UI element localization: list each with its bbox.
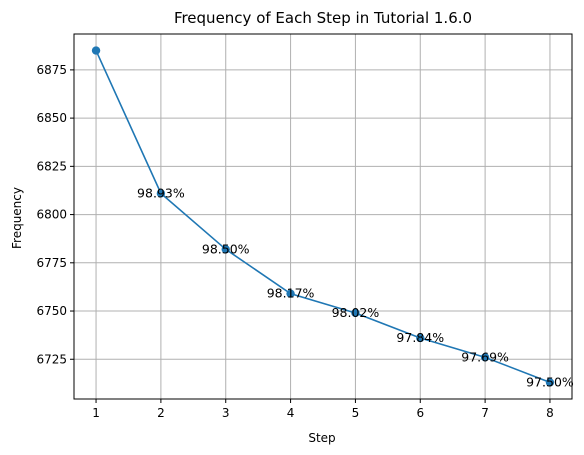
data-labels: 98.93% 98.50% 98.17% 98.02% 97.84% 97.69% 97.5…: [137, 185, 574, 389]
data-point: [221, 245, 230, 254]
x-tick-label: 2: [157, 406, 165, 420]
grid: [74, 34, 572, 399]
plot-frame: [73, 33, 573, 400]
x-tick-label: 4: [287, 406, 295, 420]
data-point: [156, 189, 166, 198]
y-tick-label: 6775: [36, 256, 67, 270]
data-label: 98.93%: [137, 185, 185, 200]
axes: 1 2 3 4 5 6 7 8 6725 6750 6775 6800 6825 6850 6875: [36, 33, 573, 420]
data-label: 98.17%: [267, 286, 315, 301]
y-tick-label: 6825: [36, 159, 67, 173]
data-point: [545, 378, 555, 387]
series-frequency: [91, 46, 555, 387]
y-tick-label: 6750: [36, 304, 67, 318]
data-label: 97.69%: [461, 349, 509, 364]
y-tick-label: 6850: [36, 111, 67, 125]
data-point: [351, 308, 360, 318]
data-point: [91, 46, 101, 55]
y-tick-label: 6800: [36, 208, 67, 222]
y-tick-label: 6875: [36, 63, 67, 77]
data-label: 97.50%: [526, 374, 574, 389]
x-axis-label: Step: [308, 431, 335, 445]
x-tick-label: 1: [92, 406, 100, 420]
y-axis-label: Frequency: [10, 187, 24, 249]
chart-title: Frequency of Each Step in Tutorial 1.6.0: [174, 9, 472, 27]
data-point: [286, 289, 295, 298]
data-label: 98.02%: [332, 305, 380, 320]
x-tick-label: 3: [222, 406, 230, 420]
data-label: 98.50%: [202, 241, 250, 256]
x-tick-label: 5: [352, 406, 360, 420]
x-tick-label: 8: [546, 406, 554, 420]
x-tick-label: 6: [416, 406, 424, 420]
data-point: [480, 353, 490, 362]
x-tick-label: 7: [481, 406, 489, 420]
data-point: [416, 333, 425, 343]
data-label: 97.84%: [396, 330, 444, 345]
series-line: [95, 50, 551, 384]
y-tick-label: 6725: [36, 352, 67, 366]
